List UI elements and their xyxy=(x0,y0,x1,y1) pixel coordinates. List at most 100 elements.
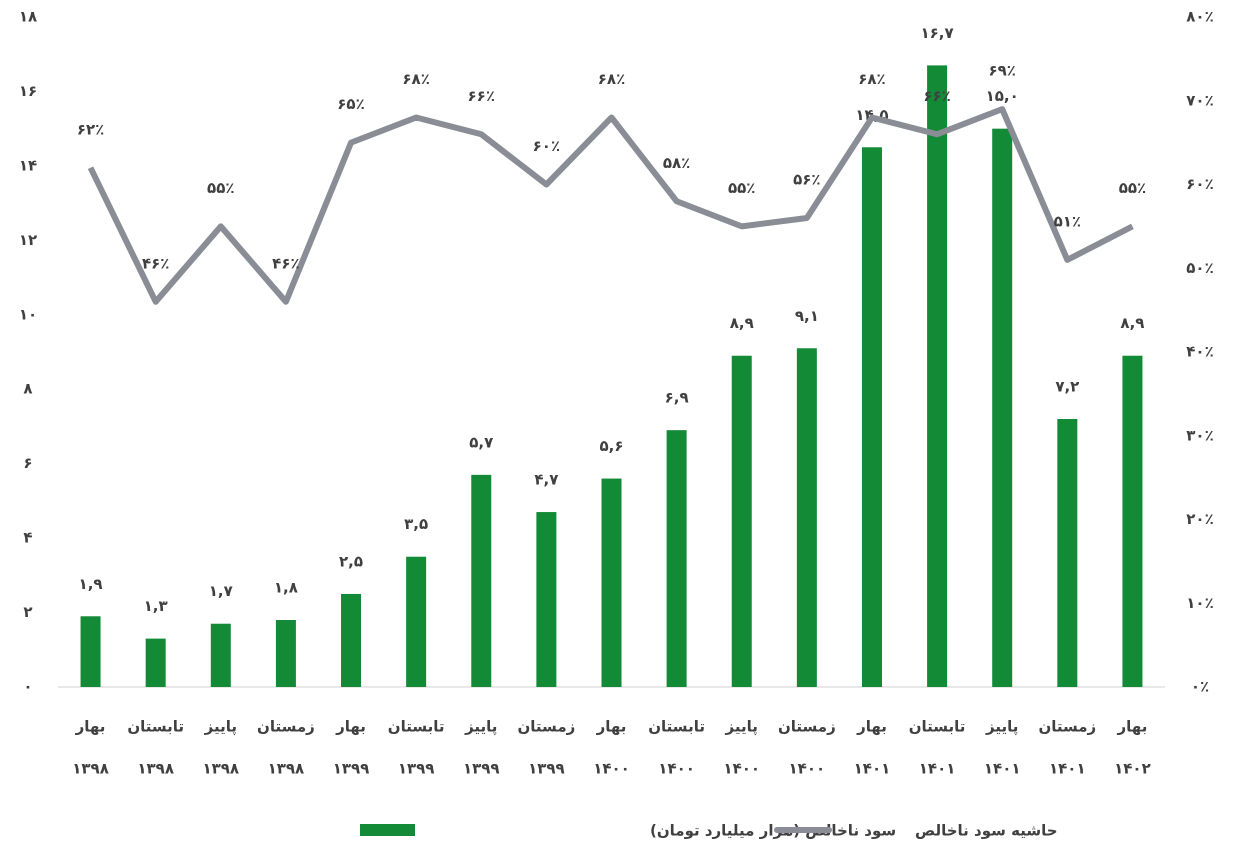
x-tick-label: ۱۴۰۲ xyxy=(1114,760,1151,778)
y2-tick-label: ۸۰٪ xyxy=(1186,8,1213,26)
x-tick-label: بهار xyxy=(335,718,366,736)
bar xyxy=(275,620,296,687)
x-tick-label: ۱۳۹۹ xyxy=(398,760,435,778)
line-value-label: ۵۵٪ xyxy=(728,179,755,197)
x-tick-label: پاییز xyxy=(725,718,758,737)
bar xyxy=(80,616,101,687)
y-tick-label: ۱۶ xyxy=(19,82,37,100)
y2-tick-label: ۲۰٪ xyxy=(1186,510,1213,528)
bar xyxy=(145,638,166,687)
x-tick-label: ۱۴۰۱ xyxy=(854,760,891,778)
x-tick-label: ۱۴۰۰ xyxy=(723,760,760,778)
bar-value-label: ۱۶,۷ xyxy=(921,24,954,42)
x-tick-label: پاییز xyxy=(204,718,237,737)
legend-label: حاشیه سود ناخالص xyxy=(915,822,1058,840)
bar-value-label: ۱,۷ xyxy=(209,582,233,600)
y-tick-label: ۴ xyxy=(23,529,32,547)
x-tick-label: تابستان xyxy=(648,718,705,736)
y2-tick-label: ۷۰٪ xyxy=(1186,91,1213,109)
line-value-label: ۶۲٪ xyxy=(77,120,104,138)
x-tick-label: بهار xyxy=(856,718,887,736)
y-tick-label: ۱۴ xyxy=(19,156,37,174)
y2-tick-label: ۶۰٪ xyxy=(1186,175,1213,193)
bar xyxy=(796,348,817,687)
line-value-label: ۶۶٪ xyxy=(923,87,950,105)
y-tick-label: ۱۸ xyxy=(19,8,37,26)
line-value-label: ۵۱٪ xyxy=(1054,212,1081,230)
x-tick-label: ۱۳۹۸ xyxy=(268,760,305,778)
x-tick-label: ۱۴۰۱ xyxy=(919,760,956,778)
bar-value-label: ۶,۹ xyxy=(665,389,689,407)
bar-value-label: ۸,۹ xyxy=(1120,314,1144,332)
x-tick-label: بهار xyxy=(1117,718,1148,736)
y2-tick-label: ۴۰٪ xyxy=(1186,343,1213,361)
y2-tick-label: ۳۰٪ xyxy=(1186,426,1213,444)
bar xyxy=(666,430,687,687)
bar-value-label: ۱,۹ xyxy=(79,575,103,593)
line-value-label: ۶۰٪ xyxy=(533,137,560,155)
bar xyxy=(536,512,557,687)
x-tick-label: ۱۳۹۹ xyxy=(463,760,500,778)
line-value-label: ۴۶٪ xyxy=(142,254,169,272)
bar-value-label: ۱۵,۰ xyxy=(986,87,1019,105)
y2-tick-label: ۱۰٪ xyxy=(1186,594,1213,612)
x-tick-label: ۱۴۰۱ xyxy=(1049,760,1086,778)
y-tick-label: ۰ xyxy=(23,678,32,696)
bar xyxy=(406,556,427,687)
bar-value-label: ۵,۶ xyxy=(599,437,623,455)
y2-tick-label: ۰٪ xyxy=(1191,678,1209,696)
x-tick-label: بهار xyxy=(596,718,627,736)
y-tick-label: ۶ xyxy=(23,454,32,472)
line-value-label: ۶۸٪ xyxy=(598,70,625,88)
bar-value-label: ۴,۷ xyxy=(534,471,558,489)
x-tick-label: پاییز xyxy=(464,718,497,737)
x-tick-label: زمستان xyxy=(257,718,315,736)
y-tick-label: ۲ xyxy=(23,603,32,621)
y-tick-label: ۱۲ xyxy=(19,231,37,249)
x-tick-label: زمستان xyxy=(778,718,836,736)
x-tick-label: تابستان xyxy=(909,718,966,736)
y-tick-label: ۱۰ xyxy=(19,305,37,323)
x-tick-label: زمستان xyxy=(518,718,576,736)
x-tick-label: بهار xyxy=(75,718,106,736)
line xyxy=(87,106,1134,305)
x-tick-label: زمستان xyxy=(1038,718,1096,736)
x-tick-label: تابستان xyxy=(388,718,445,736)
line-value-label: ۶۵٪ xyxy=(337,95,364,113)
bar xyxy=(992,128,1013,687)
y-tick-label: ۸ xyxy=(23,380,32,398)
bar-value-label: ۵,۷ xyxy=(469,433,493,451)
x-tick-label: ۱۳۹۹ xyxy=(333,760,370,778)
legend-label: سود ناخالص (هزار میلیارد تومان) xyxy=(650,822,896,840)
bar xyxy=(731,355,752,687)
bar xyxy=(861,147,882,687)
bar-value-label: ۱,۸ xyxy=(274,579,298,597)
x-tick-label: ۱۴۰۱ xyxy=(984,760,1021,778)
x-tick-label: ۱۴۰۰ xyxy=(593,760,630,778)
bar-value-label: ۲,۵ xyxy=(339,552,363,570)
x-tick-label: ۱۳۹۸ xyxy=(72,760,109,778)
line-value-label: ۶۸٪ xyxy=(858,70,885,88)
bar xyxy=(1122,355,1143,687)
bar-value-label: ۸,۹ xyxy=(730,314,754,332)
x-tick-label: تابستان xyxy=(127,718,184,736)
bar-value-label: ۳,۵ xyxy=(404,515,428,533)
x-tick-label: پاییز xyxy=(985,718,1018,737)
x-tick-label: ۱۴۰۰ xyxy=(789,760,826,778)
line-value-label: ۶۸٪ xyxy=(402,70,429,88)
bar xyxy=(471,474,492,687)
line-value-label: ۶۹٪ xyxy=(988,62,1015,80)
legend-swatch xyxy=(360,824,415,836)
line-value-label: ۶۶٪ xyxy=(468,87,495,105)
line-value-label: ۴۶٪ xyxy=(272,254,299,272)
bar xyxy=(601,478,622,687)
y2-tick-label: ۵۰٪ xyxy=(1186,259,1213,277)
line-value-label: ۵۶٪ xyxy=(793,171,820,189)
bar-value-label: ۷,۲ xyxy=(1055,378,1079,396)
line-value-label: ۵۸٪ xyxy=(663,154,690,172)
bar-value-label: ۹,۱ xyxy=(795,307,819,325)
x-tick-label: ۱۳۹۹ xyxy=(528,760,565,778)
x-tick-label: ۱۳۹۸ xyxy=(202,760,239,778)
bar xyxy=(1057,419,1078,687)
